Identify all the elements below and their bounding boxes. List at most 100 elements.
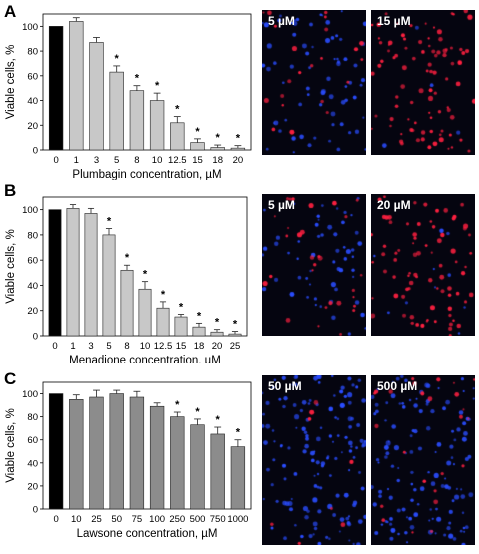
- micrograph-b-right-canvas: [371, 194, 475, 336]
- significance-marker: *: [175, 104, 180, 116]
- y-tick-label: 80: [27, 230, 38, 241]
- significance-marker: *: [125, 252, 130, 264]
- significance-marker: *: [197, 310, 202, 322]
- bar: [69, 399, 84, 510]
- x-tick-label: 3: [88, 341, 93, 352]
- micrograph-b-left: 5 µM: [262, 194, 366, 336]
- significance-marker: *: [107, 216, 112, 228]
- micrograph-a-left: 5 µM: [262, 10, 366, 155]
- bar: [48, 26, 64, 151]
- y-tick-label: 20: [27, 481, 38, 492]
- bar: [210, 433, 225, 510]
- x-tick-label: 18: [194, 341, 205, 352]
- significance-marker: *: [143, 269, 148, 281]
- micrograph-c-left-label: 50 µM: [268, 379, 302, 393]
- bar: [170, 122, 185, 151]
- y-tick-label: 100: [22, 205, 38, 216]
- micrograph-b-right-label: 20 µM: [377, 198, 411, 212]
- significance-marker: *: [115, 53, 120, 65]
- x-tick-label: 0: [53, 514, 58, 525]
- x-tick-label: 50: [111, 514, 122, 525]
- chart-plumbagin-svg: 0 20 40 60 80 100 Viable cells, % 0 1 3 * 5 * 8 * 10 * 12…: [5, 13, 252, 181]
- chart-menadione: 0 20 40 60 80 100 Viable cells, % 0 1 3 * 5 * 8 * 10 * 12…: [0, 183, 255, 367]
- bar: [149, 100, 165, 151]
- x-tick-label: 25: [230, 341, 241, 352]
- bar: [120, 269, 134, 337]
- x-tick-label: 500: [190, 514, 206, 525]
- significance-marker: *: [215, 317, 220, 329]
- y-tick-label: 40: [27, 458, 38, 469]
- bar: [89, 42, 104, 151]
- panel-letter-c: C: [4, 369, 17, 388]
- x-tick-label: 10: [71, 514, 82, 525]
- y-tick-label: 60: [27, 435, 38, 446]
- significance-marker: *: [135, 73, 140, 85]
- panel-letter-b: B: [4, 181, 17, 200]
- bar: [109, 393, 124, 510]
- x-tick-label: 750: [210, 514, 226, 525]
- x-tick-label: 3: [94, 155, 99, 166]
- bar: [174, 316, 188, 337]
- x-tick-label: 0: [53, 155, 58, 166]
- x-tick-label: 100: [149, 514, 165, 525]
- x-tick-label: 1: [70, 341, 75, 352]
- x-tick-label: 5: [114, 155, 119, 166]
- micrograph-a-right-label: 15 µM: [377, 14, 411, 28]
- bar: [192, 326, 206, 337]
- bar: [190, 142, 205, 151]
- bar: [228, 333, 242, 337]
- y-tick-label: 20: [27, 306, 38, 317]
- x-tick-label: 15: [176, 341, 187, 352]
- bar: [210, 331, 224, 337]
- bar: [230, 446, 246, 510]
- y-tick-label: 100: [22, 22, 38, 33]
- micrograph-b-left-label: 5 µM: [268, 198, 295, 212]
- bar: [129, 90, 145, 151]
- micrograph-b-left-canvas: [262, 194, 366, 336]
- chart-plumbagin: 0 20 40 60 80 100 Viable cells, % 0 1 3 * 5 * 8 * 10 * 12…: [0, 0, 255, 181]
- chart-lawsone: 0 20 40 60 80 100 Viable cells, % 0 10 25 50 75 100 *…: [0, 369, 255, 549]
- y-axis-label: Viable cells, %: [5, 45, 17, 120]
- bar: [138, 288, 152, 337]
- micrograph-c-right: 500 µM: [371, 375, 475, 545]
- x-tick-label: 1: [74, 155, 79, 166]
- micrograph-c-right-label: 500 µM: [377, 379, 418, 393]
- x-tick-label: 250: [169, 514, 185, 525]
- chart-menadione-svg: 0 20 40 60 80 100 Viable cells, % 0 1 3 * 5 * 8 * 10 * 12…: [5, 196, 248, 367]
- significance-marker: *: [161, 289, 166, 301]
- x-tick-label: 10: [140, 341, 151, 352]
- x-tick-label: 12.5: [168, 155, 187, 166]
- bar: [48, 393, 64, 510]
- bar: [190, 424, 205, 510]
- bar: [89, 396, 104, 510]
- y-axis-label: Viable cells, %: [5, 408, 17, 483]
- bar: [48, 209, 62, 337]
- micrograph-c-left-canvas: [262, 375, 366, 545]
- x-tick-label: 8: [124, 341, 129, 352]
- x-axis-label: Plumbagin concentration, µM: [72, 169, 221, 180]
- bar: [102, 234, 116, 337]
- x-tick-label: 0: [52, 341, 57, 352]
- micrograph-a-right-canvas: [371, 10, 475, 155]
- x-tick-label: 10: [152, 155, 163, 166]
- bar: [210, 147, 225, 151]
- x-tick-label: 18: [212, 155, 223, 166]
- plot-frame: [42, 381, 252, 510]
- y-tick-label: 0: [33, 505, 38, 516]
- x-tick-label: 75: [132, 514, 143, 525]
- x-tick-label: 5: [106, 341, 111, 352]
- micrograph-a-left-canvas: [262, 10, 366, 155]
- bar: [69, 21, 84, 151]
- x-tick-label: 25: [91, 514, 102, 525]
- micrograph-c-left: 50 µM: [262, 375, 366, 545]
- bar: [170, 416, 185, 510]
- significance-marker: *: [233, 319, 238, 331]
- x-tick-label: 1000: [227, 514, 248, 525]
- bar: [149, 405, 165, 510]
- x-axis-label: Lawsone concentration, µM: [77, 528, 218, 540]
- chart-lawsone-svg: 0 20 40 60 80 100 Viable cells, % 0 10 25 50 75 100 *…: [5, 381, 252, 540]
- panel-letter-a: A: [4, 2, 17, 21]
- x-tick-label: 20: [233, 155, 244, 166]
- micrograph-a-left-label: 5 µM: [268, 14, 295, 28]
- plot-frame: [42, 13, 252, 151]
